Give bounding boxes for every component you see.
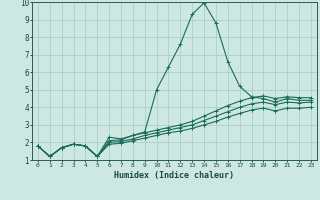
X-axis label: Humidex (Indice chaleur): Humidex (Indice chaleur): [115, 171, 234, 180]
